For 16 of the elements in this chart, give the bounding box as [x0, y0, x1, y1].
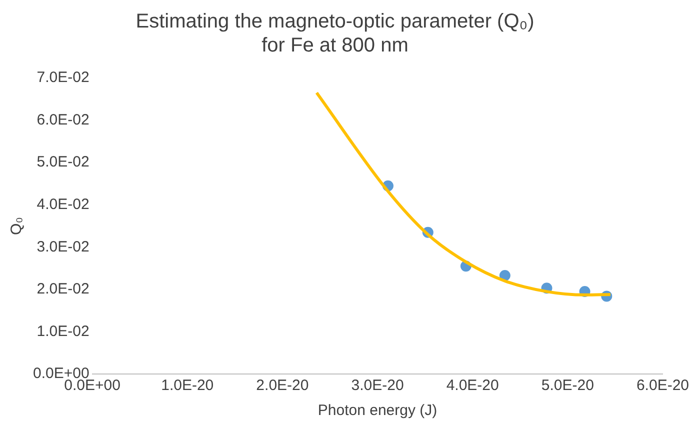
y-tick-label: 4.0E-02 — [36, 196, 90, 213]
y-tick-label: 7.0E-02 — [36, 69, 90, 86]
x-tick-label: 3.0E-20 — [351, 377, 404, 394]
y-tick-label: 2.0E-02 — [36, 280, 90, 298]
x-axis-title: Photon energy (J) — [318, 402, 438, 420]
y-axis-title: Q₀ — [8, 217, 26, 235]
x-tick-label: 4.0E-20 — [446, 377, 499, 394]
x-tick-label: 1.0E-20 — [161, 377, 214, 394]
y-tick-label: 6.0E-02 — [36, 111, 90, 128]
y-tick-label: 5.0E-02 — [36, 154, 90, 171]
x-tick-label: 2.0E-20 — [256, 377, 309, 394]
y-tick-label: 3.0E-02 — [36, 238, 90, 256]
chart-title: Estimating the magneto-optic parameter (Q₀) for Fe at 800 nm — [136, 10, 534, 57]
y-tick-label: 1.0E-02 — [36, 322, 90, 340]
x-tick-label: 6.0E-20 — [636, 377, 690, 394]
x-tick-label: 5.0E-20 — [541, 377, 594, 394]
